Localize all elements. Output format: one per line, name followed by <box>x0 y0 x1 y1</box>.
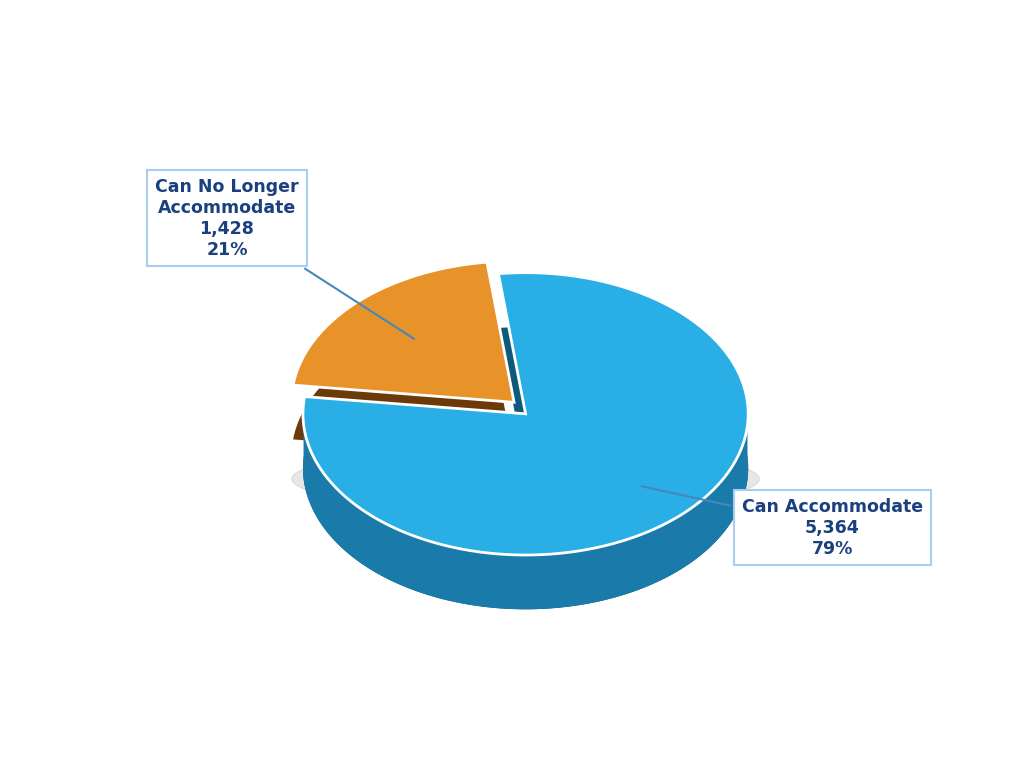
Text: Can No Longer
Accommodate
1,428
21%: Can No Longer Accommodate 1,428 21% <box>155 178 414 339</box>
Text: Based on Teachers: Based on Teachers <box>334 69 690 105</box>
Text: 36: 36 <box>967 730 993 749</box>
Polygon shape <box>303 327 749 609</box>
Polygon shape <box>303 402 749 609</box>
Polygon shape <box>303 273 749 555</box>
Polygon shape <box>292 448 760 510</box>
Polygon shape <box>293 316 514 457</box>
Text: Department of Education: Department of Education <box>378 730 646 749</box>
Text: Absorptive Capacity of Public Senior High Schools:: Absorptive Capacity of Public Senior Hig… <box>25 23 999 59</box>
Text: Can Accommodate
5,364
79%: Can Accommodate 5,364 79% <box>642 486 923 558</box>
Polygon shape <box>293 262 514 402</box>
